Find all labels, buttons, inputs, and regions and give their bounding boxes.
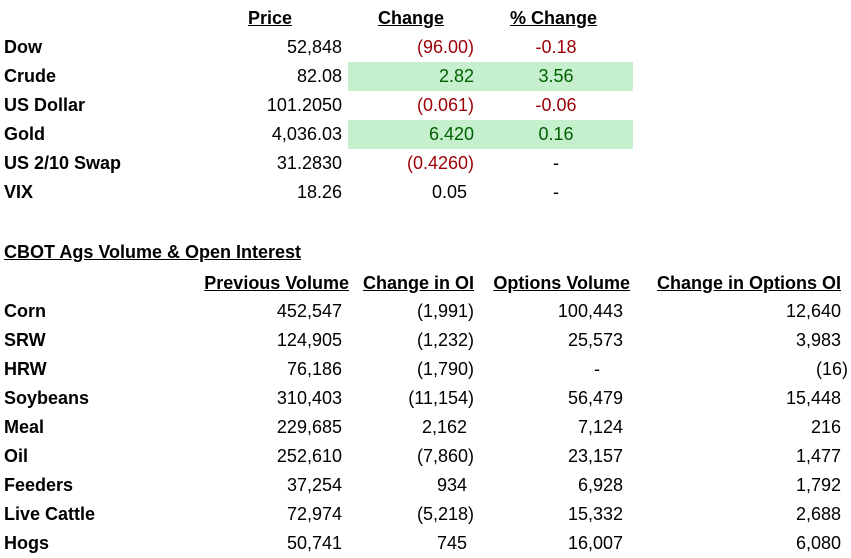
market-price: 18.26 (296, 182, 342, 202)
market-change: (0.4260) (406, 153, 474, 173)
prev-volume: 310,403 (276, 388, 342, 408)
options-volume: 6,928 (577, 475, 623, 495)
market-pct: -0.06 (535, 95, 577, 115)
market-name: Crude (4, 66, 57, 86)
cbot-title-row: CBOT Ags Volume & Open Interest (0, 238, 851, 267)
markets-header-row: Price Change % Change (0, 4, 851, 33)
cbot-section-title: CBOT Ags Volume & Open Interest (4, 242, 302, 262)
change-options-oi: 12,640 (785, 301, 841, 321)
cbot-row-srw: SRW 124,905 (1,232) 25,573 3,983 (0, 326, 851, 355)
commodity-name: Live Cattle (4, 504, 96, 524)
market-price: 52,848 (286, 37, 342, 57)
prev-volume: 72,974 (286, 504, 342, 524)
change-options-oi: (16) (815, 359, 848, 379)
market-pct: 3.56 (538, 66, 574, 86)
change-header: Change (378, 8, 445, 28)
market-change: 0.05 (431, 182, 467, 202)
change-oi: (5,218) (416, 504, 474, 524)
commodity-name: HRW (4, 359, 47, 379)
cbot-row-live-cattle: Live Cattle 72,974 (5,218) 15,332 2,688 (0, 500, 851, 529)
change-options-oi: 2,688 (795, 504, 841, 524)
change-options-oi: 3,983 (795, 330, 841, 350)
market-price: 82.08 (296, 66, 342, 86)
change-oi: 2,162 (421, 417, 467, 437)
options-volume: 16,007 (567, 533, 623, 553)
change-options-oi-header: Change in Options OI (657, 273, 841, 293)
market-change: (96.00) (416, 37, 474, 57)
market-name: VIX (4, 182, 34, 202)
change-oi-header: Change in OI (362, 273, 474, 293)
market-pct: 0.16 (538, 124, 574, 144)
options-volume-header: Options Volume (493, 273, 630, 293)
prev-volume-header: Previous Volume (204, 273, 349, 293)
change-oi: (1,232) (416, 330, 474, 350)
prev-volume: 229,685 (276, 417, 342, 437)
change-options-oi: 1,792 (795, 475, 841, 495)
market-price: 31.2830 (276, 153, 342, 173)
cbot-header-row: Previous Volume Change in OI Options Vol… (0, 269, 851, 298)
market-change: (0.061) (416, 95, 474, 115)
change-oi: 745 (436, 533, 467, 553)
market-name: US 2/10 Swap (4, 153, 122, 173)
change-oi: (1,790) (416, 359, 474, 379)
change-options-oi: 6,080 (795, 533, 841, 553)
cbot-row-hrw: HRW 76,186 (1,790) - (16) (0, 355, 851, 384)
change-options-oi: 15,448 (785, 388, 841, 408)
prev-volume: 452,547 (276, 301, 342, 321)
market-change: 6.420 (428, 124, 474, 144)
commodity-name: Hogs (4, 533, 49, 553)
cbot-row-soybeans: Soybeans 310,403 (11,154) 56,479 15,448 (0, 384, 851, 413)
commodity-name: SRW (4, 330, 46, 350)
market-price: 101.2050 (266, 95, 342, 115)
commodity-name: Oil (4, 446, 29, 466)
market-change: 2.82 (438, 66, 474, 86)
options-volume: 25,573 (567, 330, 623, 350)
commodity-name: Soybeans (4, 388, 90, 408)
change-options-oi: 216 (810, 417, 841, 437)
cbot-row-oil: Oil 252,610 (7,860) 23,157 1,477 (0, 442, 851, 471)
market-name: US Dollar (4, 95, 86, 115)
change-oi: (11,154) (408, 388, 474, 408)
commodity-name: Feeders (4, 475, 74, 495)
commodity-name: Corn (4, 301, 46, 321)
options-volume: - (594, 359, 600, 379)
options-volume: 15,332 (567, 504, 623, 524)
highlight-fill (348, 120, 633, 149)
market-pct: -0.18 (535, 37, 577, 57)
market-row-dow: Dow 52,848 (96.00) -0.18 (0, 33, 851, 62)
market-row-gold: Gold 4,036.03 6.420 0.16 (0, 120, 851, 149)
options-volume: 7,124 (577, 417, 623, 437)
prev-volume: 76,186 (286, 359, 342, 379)
market-price: 4,036.03 (271, 124, 342, 144)
options-volume: 100,443 (557, 301, 623, 321)
price-header: Price (248, 8, 293, 28)
market-row-us-2-10-swap: US 2/10 Swap 31.2830 (0.4260) - (0, 149, 851, 178)
market-row-vix: VIX 18.26 0.05 - (0, 178, 851, 207)
prev-volume: 252,610 (276, 446, 342, 466)
market-pct: - (553, 182, 559, 202)
commodity-name: Meal (4, 417, 45, 437)
prev-volume: 50,741 (286, 533, 342, 553)
change-options-oi: 1,477 (795, 446, 841, 466)
market-name: Dow (4, 37, 42, 57)
change-oi: 934 (436, 475, 467, 495)
change-oi: (7,860) (416, 446, 474, 466)
highlight-fill (348, 62, 633, 91)
market-row-us-dollar: US Dollar 101.2050 (0.061) -0.06 (0, 91, 851, 120)
market-row-crude: Crude 82.08 2.82 3.56 (0, 62, 851, 91)
options-volume: 56,479 (567, 388, 623, 408)
market-name: Gold (4, 124, 45, 144)
cbot-row-feeders: Feeders 37,254 934 6,928 1,792 (0, 471, 851, 500)
cbot-row-corn: Corn 452,547 (1,991) 100,443 12,640 (0, 297, 851, 326)
cbot-row-hogs: Hogs 50,741 745 16,007 6,080 (0, 529, 851, 558)
prev-volume: 124,905 (276, 330, 342, 350)
options-volume: 23,157 (567, 446, 623, 466)
market-pct: - (553, 153, 559, 173)
prev-volume: 37,254 (286, 475, 342, 495)
cbot-row-meal: Meal 229,685 2,162 7,124 216 (0, 413, 851, 442)
change-oi: (1,991) (416, 301, 474, 321)
pct-change-header: % Change (510, 8, 598, 28)
